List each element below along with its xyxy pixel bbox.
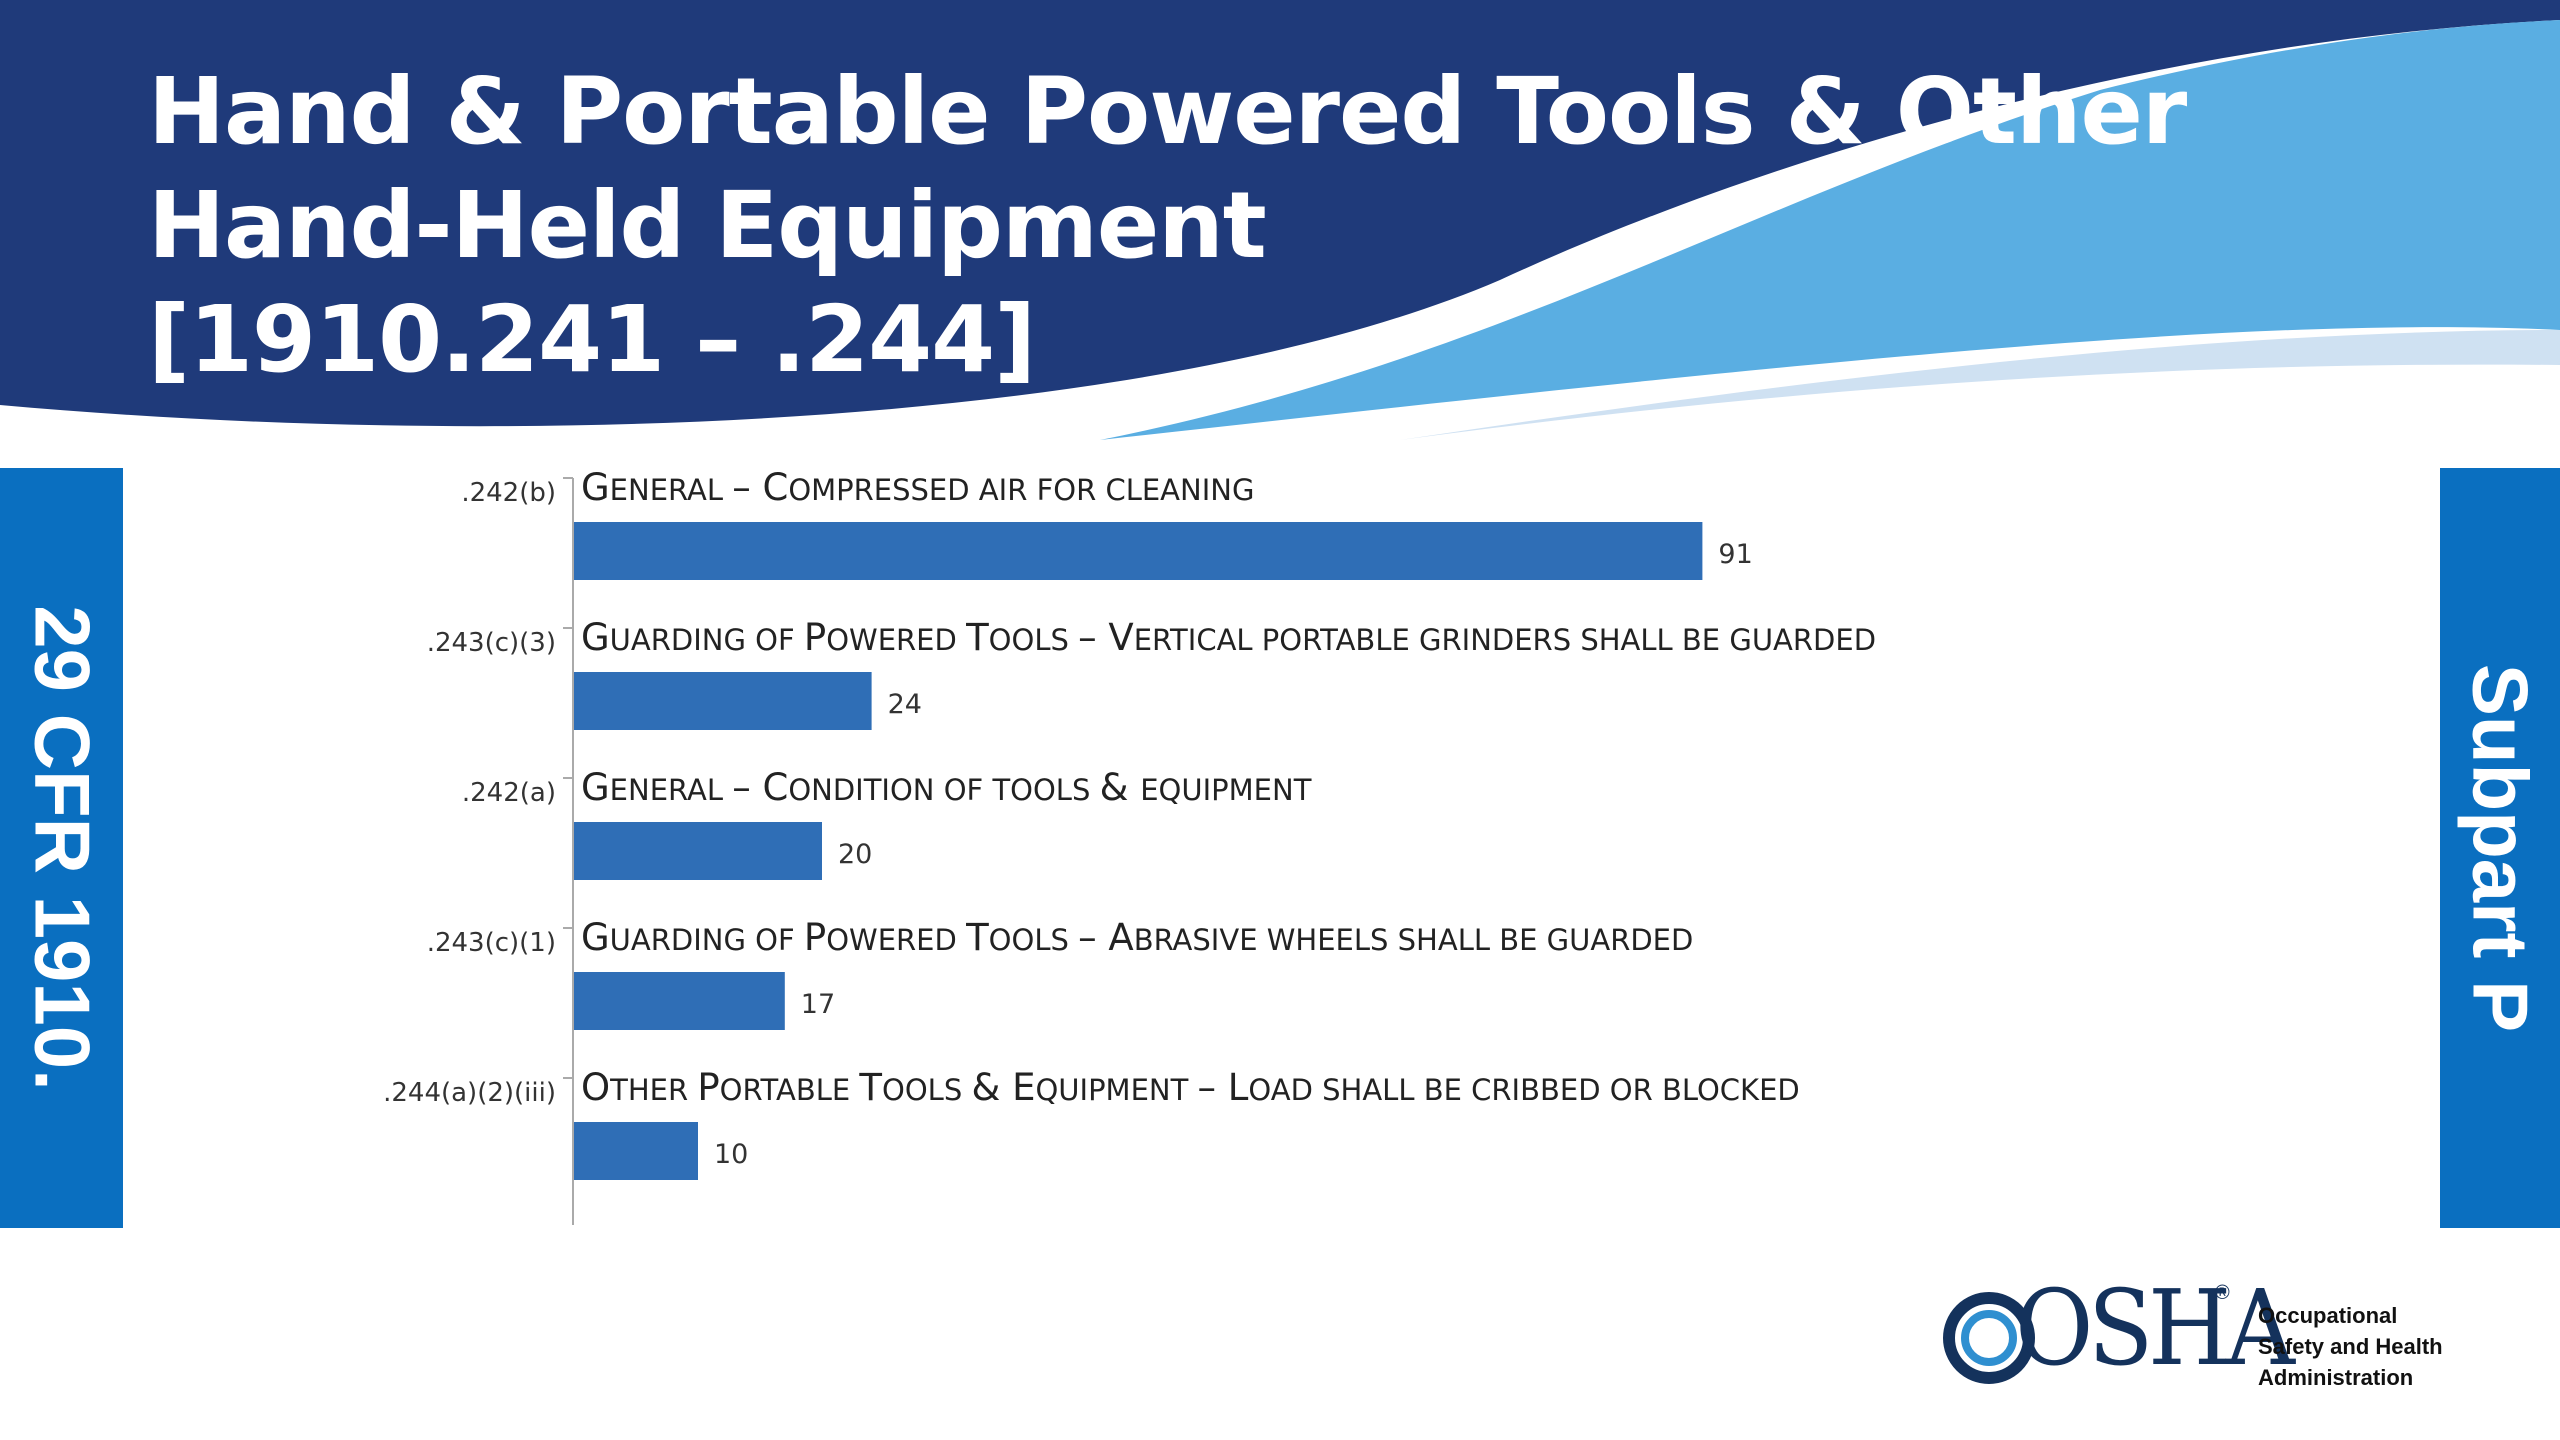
bar-description: OTHER PORTABLE TOOLS & EQUIPMENT – LOAD … xyxy=(581,1066,1800,1109)
slide-title: Hand & Portable Powered Tools & Other Ha… xyxy=(148,58,2187,393)
bar-description: GENERAL – CONDITION OF TOOLS & EQUIPMENT xyxy=(581,766,1312,809)
category-label: .243(c)(1) xyxy=(427,928,556,958)
violations-bar-chart: .242(b) GENERAL – COMPRESSED AIR FOR CLEA… xyxy=(383,466,1876,1225)
category-label: .243(c)(3) xyxy=(427,628,556,658)
category-label: .242(b) xyxy=(461,478,556,508)
header-banner xyxy=(0,0,2560,460)
bar-description: GUARDING OF POWERED TOOLS – ABRASIVE WHE… xyxy=(581,916,1693,959)
right-tab-label: Subpart P xyxy=(2456,663,2545,1033)
header-dark-wave xyxy=(0,0,2560,427)
bar xyxy=(574,522,1703,580)
bar-value-label: 91 xyxy=(1718,539,1752,570)
osha-wordmark: OSHA xyxy=(2015,1267,2295,1389)
bar-description: GUARDING OF POWERED TOOLS – VERTICAL POR… xyxy=(581,616,1876,659)
left-side-tab: 29 CFR 1910. xyxy=(0,468,123,1228)
osha-ring-icon xyxy=(1943,1292,2035,1384)
category-label: .244(a)(2)(iii) xyxy=(383,1078,556,1108)
bar-value-label: 10 xyxy=(714,1139,748,1170)
bar-description: GENERAL – COMPRESSED AIR FOR CLEANING xyxy=(581,466,1254,509)
bar-value-label: 20 xyxy=(838,839,872,870)
header-light-wave xyxy=(1100,20,2560,440)
right-side-tab: Subpart P xyxy=(2440,468,2560,1228)
bar xyxy=(574,672,872,730)
bar-value-label: 17 xyxy=(801,989,835,1020)
category-label: .242(a) xyxy=(462,778,556,808)
bar-value-label: 24 xyxy=(888,689,922,720)
left-tab-label: 29 CFR 1910. xyxy=(18,605,106,1091)
agency-name: Occupational Safety and Health Administr… xyxy=(2258,1303,2443,1390)
bar xyxy=(574,822,822,880)
osha-logo: OSHA ® Occupational Safety and Health Ad… xyxy=(1943,1276,2483,1390)
bar xyxy=(574,1122,698,1180)
registered-mark: ® xyxy=(2215,1282,2230,1304)
header-pale-wave xyxy=(1400,330,2560,440)
bar xyxy=(574,972,785,1030)
